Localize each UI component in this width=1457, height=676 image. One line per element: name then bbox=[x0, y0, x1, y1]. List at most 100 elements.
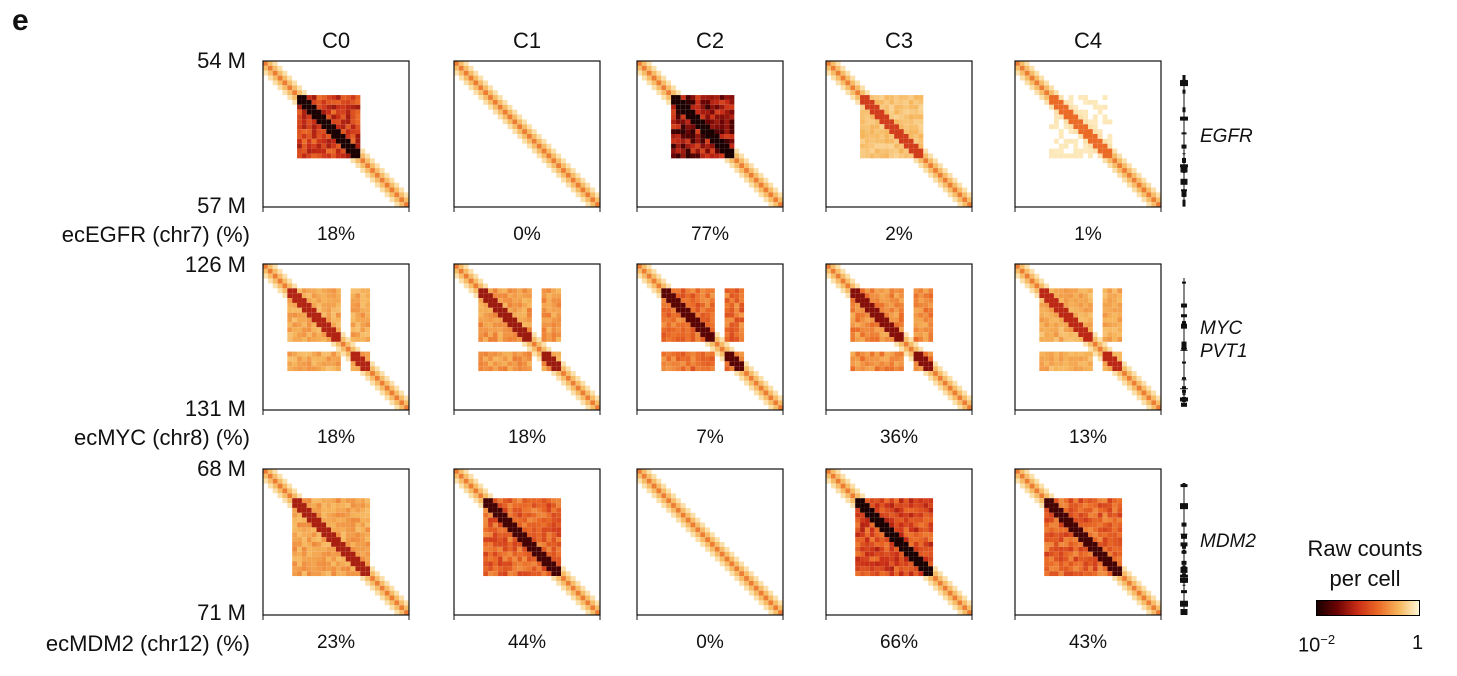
contact-cell bbox=[468, 75, 474, 81]
contact-cell bbox=[565, 366, 571, 372]
contact-cell bbox=[546, 498, 552, 504]
contact-cell bbox=[531, 532, 537, 538]
row3-label: ecMDM2 (chr12) (%) bbox=[45, 631, 250, 656]
contact-cell bbox=[1039, 361, 1045, 367]
contact-cell bbox=[864, 351, 870, 357]
contact-cell bbox=[321, 312, 327, 318]
contact-cell bbox=[297, 517, 302, 523]
contact-cell bbox=[531, 498, 537, 504]
contact-cell bbox=[507, 542, 513, 547]
gene-feature bbox=[1181, 341, 1187, 345]
contact-cell bbox=[326, 522, 332, 528]
contact-cell bbox=[297, 507, 302, 513]
contact-cell bbox=[1083, 99, 1088, 105]
contact-cell bbox=[522, 129, 527, 134]
contact-cell bbox=[321, 561, 327, 567]
contact-cell bbox=[685, 298, 691, 303]
contact-cell bbox=[311, 302, 317, 308]
contact-cell bbox=[473, 498, 479, 504]
contact-cell bbox=[541, 307, 547, 313]
contact-cell bbox=[641, 278, 647, 284]
contact-cell bbox=[646, 264, 652, 269]
contact-cell bbox=[705, 95, 710, 100]
contact-cell bbox=[527, 346, 532, 352]
contact-cell bbox=[365, 332, 371, 337]
contact-cell bbox=[399, 400, 405, 406]
contact-cell bbox=[864, 302, 870, 308]
contact-cell bbox=[1068, 542, 1074, 547]
contact-cell bbox=[739, 172, 745, 178]
contact-cell bbox=[1092, 124, 1098, 130]
contact-cell bbox=[850, 332, 856, 337]
contact-cell bbox=[1078, 114, 1084, 120]
contact-cell bbox=[570, 590, 576, 596]
contact-cell bbox=[546, 307, 552, 313]
contact-cell bbox=[1107, 312, 1113, 318]
contact-cell bbox=[580, 197, 586, 203]
contact-cell bbox=[826, 268, 831, 274]
contact-cell bbox=[488, 337, 493, 342]
contact-cell bbox=[488, 351, 493, 357]
contact-cell bbox=[908, 512, 914, 518]
contact-cell bbox=[374, 163, 380, 169]
contact-cell bbox=[306, 532, 312, 538]
contact-cell bbox=[492, 361, 498, 367]
contact-cell bbox=[666, 337, 672, 342]
contact-cell bbox=[1097, 517, 1103, 523]
contact-cell bbox=[282, 483, 288, 489]
contact-cell bbox=[272, 268, 278, 274]
contact-cell bbox=[734, 158, 740, 164]
contact-cell bbox=[1044, 288, 1050, 294]
contact-cell bbox=[287, 366, 293, 372]
contact-cell bbox=[297, 119, 302, 125]
contact-cell bbox=[340, 546, 346, 552]
contact-cell bbox=[488, 551, 493, 557]
contact-cell bbox=[864, 566, 870, 572]
contact-cell bbox=[497, 293, 503, 299]
contact-cell bbox=[1058, 95, 1064, 100]
contact-cell bbox=[1078, 366, 1084, 372]
gene-feature bbox=[1181, 566, 1187, 571]
contact-cell bbox=[404, 395, 409, 401]
contact-cell bbox=[899, 551, 904, 557]
contact-cell bbox=[1092, 537, 1098, 542]
contact-cell bbox=[311, 95, 317, 100]
contact-cell bbox=[830, 278, 836, 284]
contact-cell bbox=[336, 153, 341, 159]
contact-cell bbox=[695, 302, 701, 308]
contact-cell bbox=[570, 580, 576, 586]
contact-cell bbox=[1083, 512, 1088, 518]
contact-cell bbox=[473, 75, 479, 81]
contact-cell bbox=[340, 99, 346, 105]
contact-cell bbox=[345, 124, 351, 130]
contact-cell bbox=[710, 148, 715, 154]
contact-cell bbox=[903, 566, 909, 572]
contact-cell bbox=[962, 400, 968, 406]
contact-cell bbox=[311, 298, 317, 303]
contact-cell bbox=[700, 114, 706, 120]
contact-cell bbox=[724, 346, 730, 352]
contact-cell bbox=[753, 177, 759, 183]
contact-cell bbox=[705, 337, 710, 342]
contact-cell bbox=[389, 390, 395, 396]
contact-cell bbox=[1122, 163, 1127, 169]
contact-cell bbox=[384, 385, 390, 391]
contact-cell bbox=[297, 537, 302, 542]
contact-cell bbox=[355, 293, 361, 299]
contact-cell bbox=[522, 327, 527, 333]
contact-cell bbox=[947, 595, 953, 601]
contact-cell bbox=[365, 317, 371, 323]
contact-cell bbox=[355, 361, 361, 367]
contact-cell bbox=[502, 512, 508, 518]
contact-cell bbox=[928, 556, 934, 562]
contact-cell bbox=[297, 337, 302, 342]
contact-cell bbox=[536, 546, 542, 552]
contact-cell bbox=[1039, 312, 1045, 318]
contact-cell bbox=[292, 356, 298, 362]
contact-cell bbox=[1029, 483, 1035, 489]
contact-cell bbox=[1083, 361, 1088, 367]
contact-cell bbox=[903, 527, 909, 533]
contact-cell bbox=[546, 566, 552, 572]
contact-cell bbox=[321, 503, 327, 508]
contact-cell bbox=[884, 522, 890, 528]
